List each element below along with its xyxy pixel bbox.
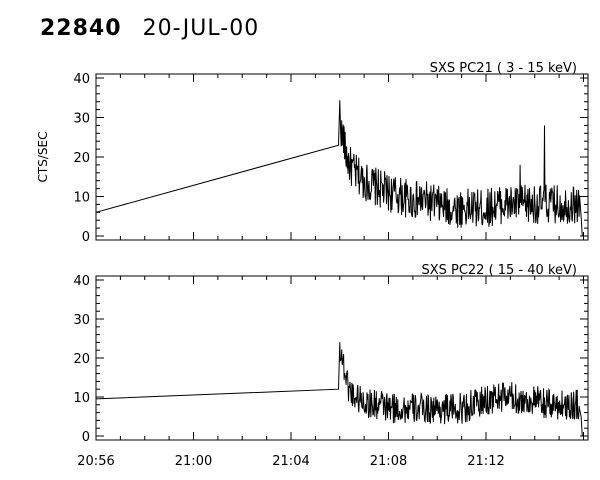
x-tick-label: 21:08 — [370, 454, 407, 469]
chart-panel-1: 0 10 20 30 40 SXS PC21 ( 3 - 15 keV) CTS/SEC — [36, 61, 589, 245]
observation-id: 22840 — [40, 16, 122, 41]
x-tick-label: 21:12 — [467, 454, 504, 469]
y-tick-label: 10 — [73, 191, 90, 206]
y-axis-label: CTS/SEC — [36, 132, 50, 183]
observation-date: 20-JUL-00 — [142, 16, 260, 41]
plot-frame — [95, 73, 589, 241]
series-line — [95, 100, 583, 237]
x-tick-label: 20:56 — [77, 454, 114, 469]
page-header: 22840 20-JUL-00 — [40, 16, 259, 41]
chart-title: SXS PC22 ( 15 - 40 keV) — [421, 263, 577, 278]
chart-title: SXS PC21 ( 3 - 15 keV) — [430, 61, 577, 76]
y-tick-label: 40 — [73, 274, 90, 289]
y-tick-label: 10 — [73, 391, 90, 406]
x-tick-label: 21:04 — [272, 454, 309, 469]
x-tick-label: 21:00 — [175, 454, 212, 469]
chart-panel-2: 0 10 20 30 40 20:56 21:00 21:04 21:08 21:12 SXS PC… — [73, 263, 589, 469]
y-tick-label: 40 — [73, 72, 90, 87]
y-tick-label: 30 — [73, 112, 90, 127]
y-tick-label: 20 — [73, 151, 90, 166]
y-tick-label: 20 — [73, 352, 90, 367]
series-line — [95, 342, 583, 437]
y-tick-label: 0 — [82, 430, 90, 445]
y-tick-label: 0 — [82, 230, 90, 245]
y-tick-label: 30 — [73, 313, 90, 328]
